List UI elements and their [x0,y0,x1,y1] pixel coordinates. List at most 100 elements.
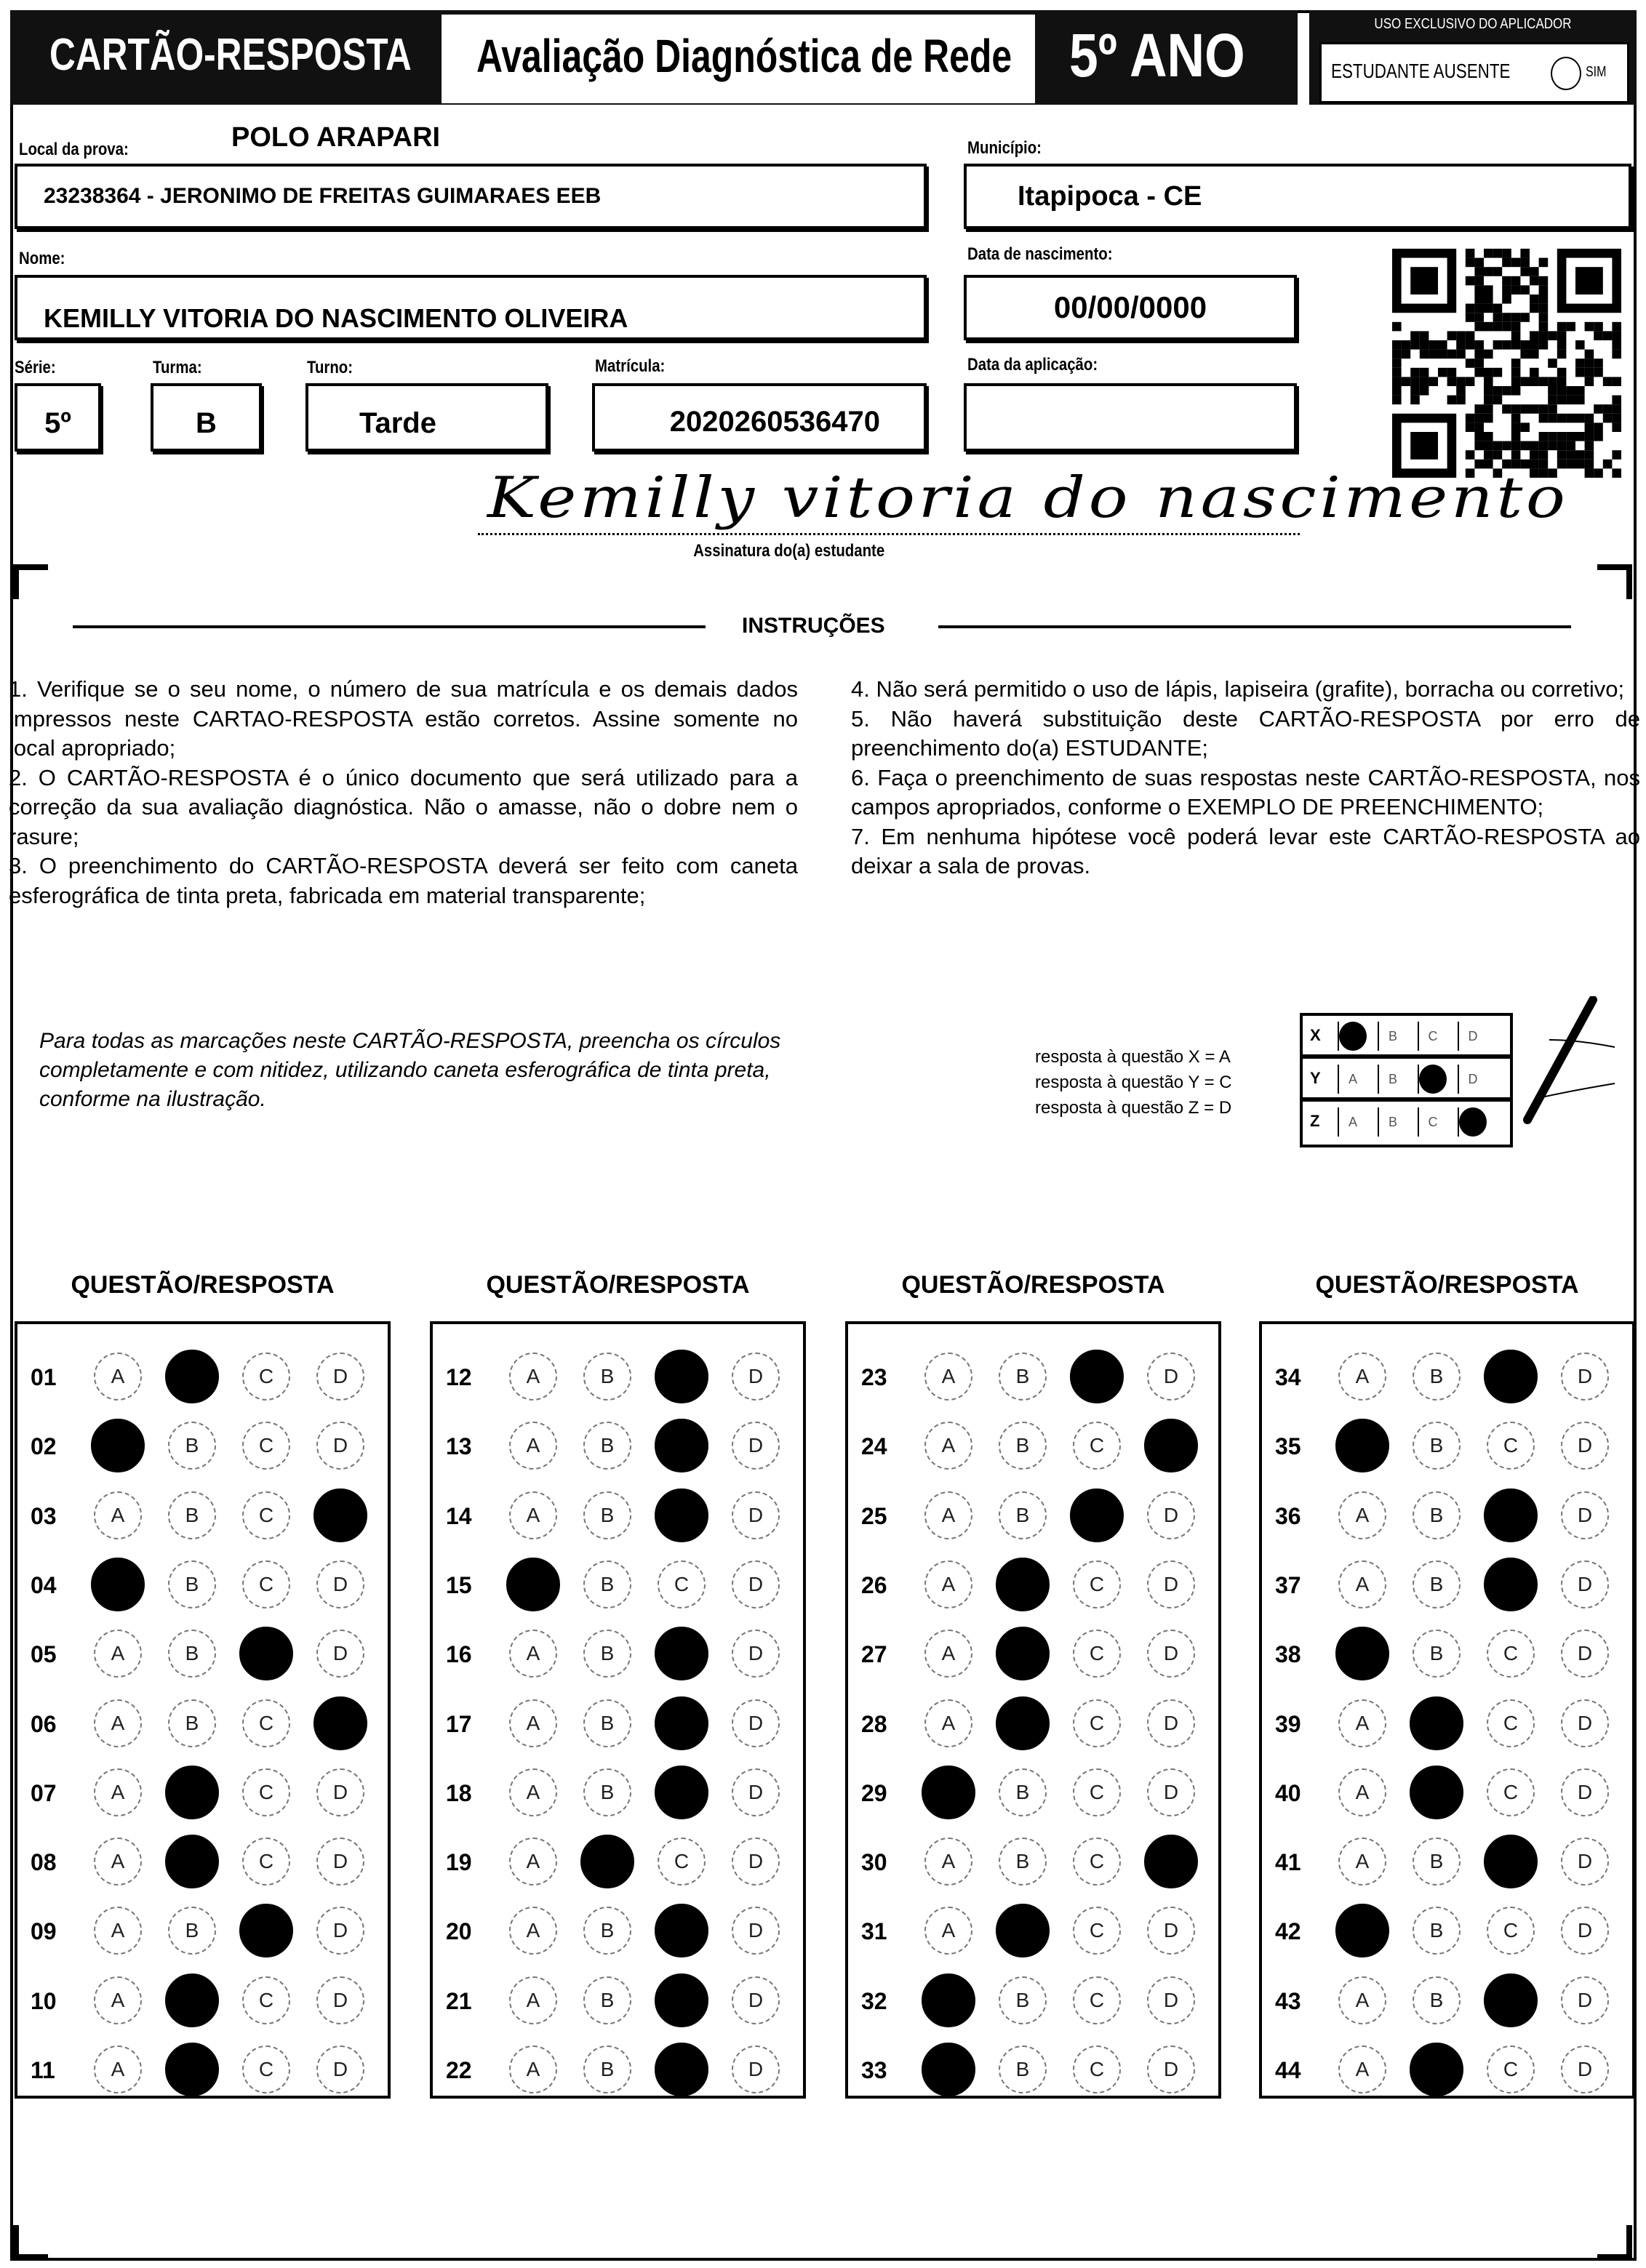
bubble-filled-a[interactable] [922,1973,975,2027]
bubble-a[interactable]: A [509,1838,557,1886]
bubble-c[interactable]: C [1073,1976,1121,2024]
bubble-b[interactable]: B [583,1699,631,1747]
bubble-filled-c[interactable] [1484,1488,1538,1542]
bubble-filled-a[interactable] [922,2043,975,2096]
bubble-a[interactable]: A [924,1422,972,1470]
bubble-d[interactable]: D [732,1491,780,1539]
bubble-b[interactable]: B [1413,1422,1461,1470]
bubble-filled-c[interactable] [1070,1350,1124,1403]
bubble-c[interactable]: C [242,2045,290,2093]
bubble-d[interactable]: D [1561,1768,1609,1816]
bubble-filled-c[interactable] [239,1627,293,1681]
bubble-a[interactable]: A [94,1699,142,1747]
bubble-b[interactable]: B [168,1560,216,1608]
bubble-c[interactable]: C [1073,1630,1121,1678]
bubble-a[interactable]: A [509,1907,557,1955]
bubble-d[interactable]: D [1147,1907,1195,1955]
bubble-c[interactable]: C [1487,1422,1535,1470]
bubble-a[interactable]: A [924,1630,972,1678]
bubble-d[interactable]: D [1561,1630,1609,1678]
bubble-a[interactable]: A [94,1491,142,1539]
bubble-d[interactable]: D [316,1422,364,1470]
bubble-d[interactable]: D [316,2045,364,2093]
bubble-d[interactable]: D [1561,2045,1609,2093]
bubble-b[interactable]: B [999,1768,1047,1816]
bubble-filled-b[interactable] [1410,1765,1463,1819]
bubble-d[interactable]: D [732,1907,780,1955]
bubble-c[interactable]: C [242,1353,290,1401]
bubble-b[interactable]: B [583,1491,631,1539]
bubble-a[interactable]: A [924,1699,972,1747]
bubble-a[interactable]: A [94,2045,142,2093]
bubble-c[interactable]: C [242,1976,290,2024]
bubble-d[interactable]: D [732,1768,780,1816]
bubble-a[interactable]: A [94,1838,142,1886]
bubble-c[interactable]: C [1073,1838,1121,1886]
bubble-a[interactable]: A [1338,2045,1386,2093]
bubble-d[interactable]: D [316,1976,364,2024]
bubble-c[interactable]: C [242,1768,290,1816]
bubble-filled-b[interactable] [1410,1696,1463,1750]
bubble-filled-d[interactable] [1144,1835,1198,1889]
bubble-filled-c[interactable] [655,1627,708,1681]
bubble-d[interactable]: D [1147,1491,1195,1539]
bubble-d[interactable]: D [1561,1353,1609,1401]
bubble-b[interactable]: B [999,1491,1047,1539]
absent-bubble[interactable] [1551,57,1581,90]
bubble-filled-b[interactable] [580,1835,634,1889]
bubble-c[interactable]: C [1487,1630,1535,1678]
bubble-b[interactable]: B [168,1630,216,1678]
bubble-a[interactable]: A [509,1976,557,2024]
bubble-d[interactable]: D [1147,1353,1195,1401]
bubble-a[interactable]: A [509,1491,557,1539]
bubble-d[interactable]: D [732,1422,780,1470]
bubble-b[interactable]: B [999,1976,1047,2024]
bubble-filled-c[interactable] [655,1350,708,1403]
bubble-d[interactable]: D [732,2045,780,2093]
bubble-b[interactable]: B [999,1422,1047,1470]
bubble-a[interactable]: A [94,1907,142,1955]
bubble-c[interactable]: C [1073,1907,1121,1955]
bubble-c[interactable]: C [242,1491,290,1539]
bubble-d[interactable]: D [732,1353,780,1401]
bubble-c[interactable]: C [242,1838,290,1886]
bubble-filled-c[interactable] [1070,1488,1124,1542]
bubble-d[interactable]: D [1147,1976,1195,2024]
bubble-c[interactable]: C [242,1560,290,1608]
bubble-a[interactable]: A [94,1976,142,2024]
bubble-b[interactable]: B [583,1976,631,2024]
bubble-filled-a[interactable] [1335,1904,1389,1958]
bubble-filled-a[interactable] [922,1765,975,1819]
bubble-d[interactable]: D [316,1560,364,1608]
bubble-filled-c[interactable] [655,1904,708,1958]
bubble-filled-c[interactable] [655,1765,708,1819]
bubble-c[interactable]: C [1073,1699,1121,1747]
bubble-b[interactable]: B [1413,1976,1461,2024]
bubble-d[interactable]: D [732,1976,780,2024]
bubble-b[interactable]: B [999,1838,1047,1886]
bubble-b[interactable]: B [1413,1838,1461,1886]
bubble-c[interactable]: C [242,1422,290,1470]
bubble-filled-d[interactable] [313,1488,367,1542]
bubble-filled-b[interactable] [165,1973,219,2027]
bubble-a[interactable]: A [509,1699,557,1747]
bubble-a[interactable]: A [509,1353,557,1401]
bubble-d[interactable]: D [732,1838,780,1886]
bubble-filled-b[interactable] [165,1350,219,1403]
bubble-b[interactable]: B [1413,1907,1461,1955]
bubble-d[interactable]: D [1561,1907,1609,1955]
bubble-c[interactable]: C [1487,1768,1535,1816]
bubble-d[interactable]: D [1147,1699,1195,1747]
bubble-filled-c[interactable] [655,1696,708,1750]
bubble-c[interactable]: C [1073,1422,1121,1470]
bubble-d[interactable]: D [1147,1630,1195,1678]
bubble-b[interactable]: B [1413,1560,1461,1608]
bubble-filled-b[interactable] [996,1904,1050,1958]
bubble-b[interactable]: B [999,1353,1047,1401]
bubble-a[interactable]: A [924,1491,972,1539]
bubble-filled-c[interactable] [239,1904,293,1958]
bubble-b[interactable]: B [583,1907,631,1955]
bubble-b[interactable]: B [1413,1491,1461,1539]
bubble-c[interactable]: C [1073,1560,1121,1608]
bubble-filled-b[interactable] [996,1557,1050,1611]
